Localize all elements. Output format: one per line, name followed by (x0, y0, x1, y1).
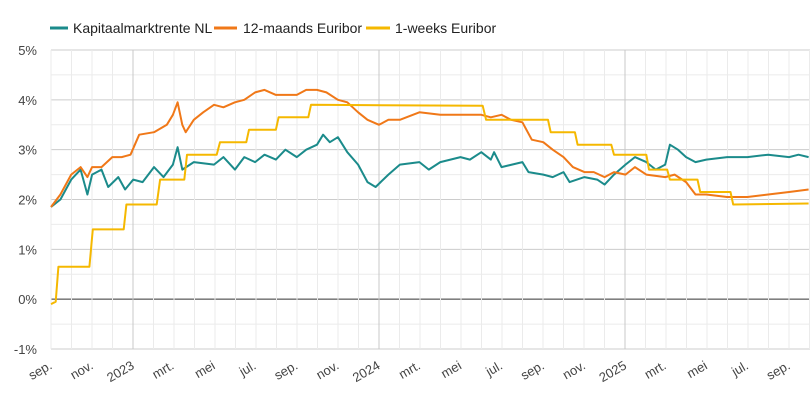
x-tick-label: jul. (728, 358, 751, 380)
x-tick-label: sep. (272, 358, 301, 383)
legend-label: Kapitaalmarktrente NL (73, 20, 213, 36)
y-tick-label: 4% (18, 93, 37, 108)
legend-label: 1-weeks Euribor (395, 20, 496, 36)
x-tick-label: jul. (236, 358, 259, 380)
x-tick-label: 2024 (350, 358, 383, 385)
legend-item-12-maands-euribor[interactable]: 12-maands Euribor (214, 20, 362, 36)
x-tick-label: mrt. (642, 358, 669, 382)
x-tick-label: sep. (764, 358, 793, 383)
series-line-1-weeks-euribor (50, 103, 809, 305)
x-tick-label: mei (684, 358, 710, 382)
x-tick-label: nov. (313, 358, 341, 383)
x-tick-label: nov. (68, 358, 96, 383)
x-tick-label: jul. (482, 358, 505, 380)
grid (50, 49, 810, 350)
series-line-12-maands-euribor (50, 88, 809, 208)
x-tick-label: mei (438, 358, 464, 382)
x-tick-label: mrt. (396, 358, 423, 382)
legend-item-1-weeks-euribor[interactable]: 1-weeks Euribor (366, 20, 496, 36)
series-line-kapitaalmarktrente (50, 133, 809, 208)
legend-item-kapitaalmarktrente[interactable]: Kapitaalmarktrente NL (50, 20, 213, 36)
x-axis: sep. nov. 2023 mrt. mei jul. sep. nov. 2024 mrt. m… (26, 358, 793, 386)
y-tick-label: -1% (14, 342, 38, 357)
y-tick-label: 0% (18, 292, 37, 307)
x-tick-label: nov. (560, 358, 588, 383)
y-tick-label: 1% (18, 242, 37, 257)
y-tick-label: 2% (18, 193, 37, 208)
legend: Kapitaalmarktrente NL 12-maands Euribor … (50, 20, 496, 36)
x-tick-label: sep. (26, 358, 55, 383)
y-tick-label: 3% (18, 143, 37, 158)
y-axis: -1% 0% 1% 2% 3% 4% 5% (14, 43, 38, 357)
x-tick-label: 2023 (104, 358, 137, 385)
x-tick-label: 2025 (596, 358, 629, 385)
y-tick-label: 5% (18, 43, 37, 58)
x-tick-label: mrt. (150, 358, 177, 382)
legend-label: 12-maands Euribor (243, 20, 362, 36)
series-lines (50, 88, 809, 305)
x-tick-label: sep. (518, 358, 547, 383)
x-tick-label: mei (192, 358, 218, 382)
